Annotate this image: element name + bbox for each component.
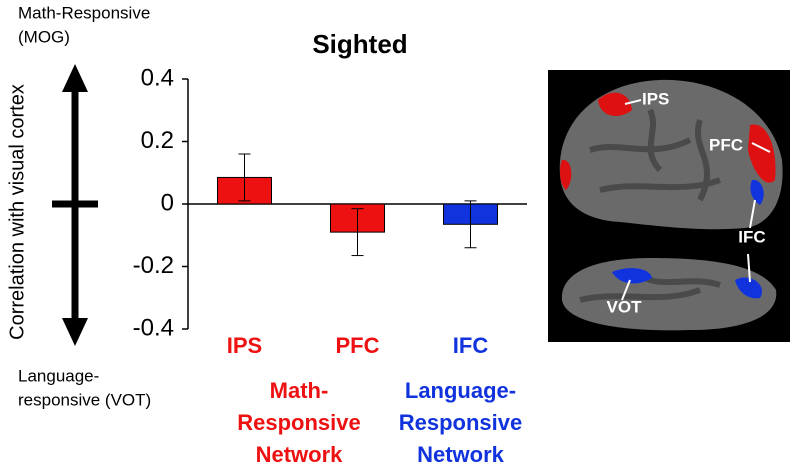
y-tick-label: -0.2 [133,252,174,279]
group-label: Language- [405,378,516,403]
top-label: (MOG) [18,27,70,46]
bottom-label: Language- [18,366,99,385]
y-tick-label: -0.4 [133,314,174,341]
top-label: Math-Responsive [18,3,150,22]
group-label: Network [256,442,344,467]
y-axis-label: Correlation with visual cortex [6,84,28,340]
y-tick-label: 0 [161,189,174,216]
x-tick-label: PFC [336,333,380,358]
brain-image [548,70,790,342]
y-tick-label: 0.2 [141,127,174,154]
brain-label: IFC [738,227,765,246]
y-tick-label: 0.4 [141,64,174,91]
group-label: Responsive [237,410,361,435]
group-label: Responsive [399,410,523,435]
double-arrow [52,64,98,346]
brain-label: PFC [709,135,743,154]
x-tick-label: IFC [453,333,489,358]
group-label: Network [417,442,505,467]
bottom-label: responsive (VOT) [18,390,151,409]
group-label: Math- [270,378,329,403]
x-tick-label: IPS [227,333,262,358]
brain-label: VOT [607,297,643,316]
chart-title: Sighted [312,29,407,59]
brain-label: IPS [642,89,669,108]
